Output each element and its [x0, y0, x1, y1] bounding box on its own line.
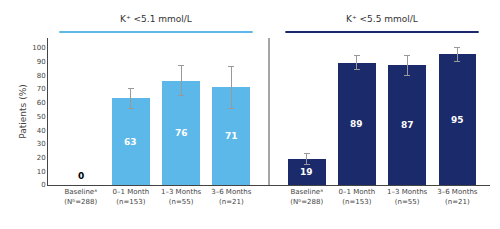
svg-text:20: 20	[37, 154, 46, 162]
svg-text:3–6 Months(n=21): 3–6 Months(n=21)	[437, 188, 478, 205]
svg-text:3–6 Months(n=21): 3–6 Months(n=21)	[211, 188, 252, 205]
svg-text:60: 60	[37, 99, 46, 107]
svg-text:50: 50	[37, 113, 46, 121]
svg-text:71: 71	[225, 131, 238, 141]
svg-text:100: 100	[32, 44, 45, 52]
svg-text:1–3 Months(n=55): 1–3 Months(n=55)	[161, 188, 202, 205]
svg-text:80: 80	[37, 72, 46, 80]
svg-text:Patients (%): Patients (%)	[18, 84, 28, 138]
svg-text:0: 0	[41, 181, 45, 189]
svg-text:63: 63	[124, 137, 137, 147]
svg-text:Baselineᵃ(Nᵇ=288): Baselineᵃ(Nᵇ=288)	[64, 188, 97, 205]
svg-text:0–1 Month(n=153): 0–1 Month(n=153)	[339, 188, 376, 205]
svg-text:1–3 Months(n=55): 1–3 Months(n=55)	[387, 188, 428, 205]
svg-text:30: 30	[37, 140, 46, 148]
svg-text:40: 40	[37, 127, 46, 135]
svg-text:10: 10	[37, 168, 46, 176]
svg-text:76: 76	[175, 128, 188, 138]
svg-text:K⁺ <5.5 mmol/L: K⁺ <5.5 mmol/L	[346, 14, 418, 24]
svg-text:87: 87	[401, 120, 414, 130]
svg-text:90: 90	[37, 58, 46, 66]
svg-text:Baselineᵃ(Nᵇ=288): Baselineᵃ(Nᵇ=288)	[290, 188, 323, 205]
svg-text:95: 95	[451, 115, 464, 125]
svg-text:70: 70	[37, 85, 46, 93]
svg-text:0–1 Month(n=153): 0–1 Month(n=153)	[113, 188, 150, 205]
svg-text:19: 19	[300, 167, 313, 177]
svg-text:K⁺ <5.1 mmol/L: K⁺ <5.1 mmol/L	[120, 14, 192, 24]
svg-text:0: 0	[78, 171, 84, 181]
svg-text:89: 89	[350, 119, 363, 129]
